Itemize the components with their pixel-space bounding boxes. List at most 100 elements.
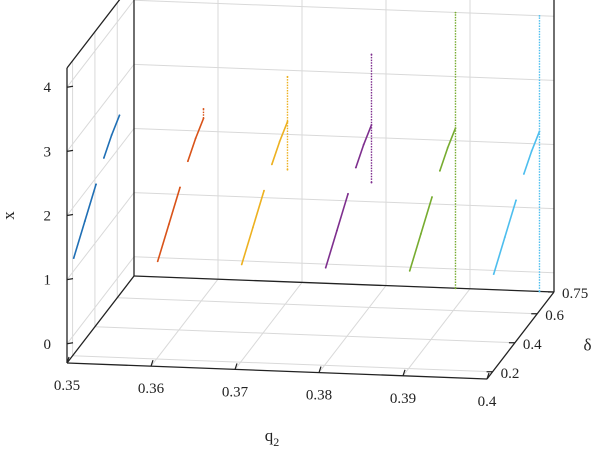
x-tick-mark (66, 356, 70, 364)
x-tick-label: 0.38 (306, 388, 332, 404)
series-group (156, 107, 205, 263)
grid-line-floor-y (72, 355, 493, 373)
data-point (202, 117, 205, 120)
grid-line-side-z (66, 192, 135, 280)
grid-line-back-z (133, 256, 555, 274)
series-group (240, 75, 289, 266)
series-segment (530, 130, 541, 152)
data-point (431, 196, 433, 198)
x-axis-title-base: q (265, 426, 274, 445)
x-tick-mark (402, 369, 406, 376)
data-point (522, 173, 525, 175)
data-point (179, 186, 181, 189)
data-point (110, 134, 113, 136)
grid-layer (66, 0, 555, 380)
x-tick-mark (486, 372, 490, 380)
x-tick-mark (234, 363, 238, 370)
data-point (454, 11, 457, 14)
x-tick-label: 0.35 (54, 378, 80, 394)
data-point (202, 107, 205, 110)
z-axis-title: x (0, 211, 18, 220)
series-group (492, 14, 541, 293)
axes-edge (66, 275, 135, 364)
series-segment (355, 144, 365, 168)
axes-edge (486, 291, 555, 380)
z-tick-mark (66, 149, 74, 152)
data-point (263, 189, 265, 192)
series-segment (84, 183, 97, 222)
data-point (194, 137, 197, 140)
y-axis-title: δ (583, 336, 591, 355)
x-tick-mark (150, 360, 154, 367)
data-point (354, 166, 357, 169)
z-tick-label: 1 (44, 273, 52, 289)
data-point (95, 183, 97, 186)
data-point (156, 260, 159, 263)
series-segment (168, 187, 181, 225)
grid-line-back-z (133, 0, 555, 17)
grid-line-side-z (66, 128, 135, 216)
axes-edge (133, 275, 555, 293)
z-tick-label: 2 (44, 209, 52, 225)
data-point (240, 263, 243, 266)
series-segment (446, 127, 457, 149)
series-segment (324, 230, 338, 268)
data-point (492, 273, 495, 276)
series-segment (103, 134, 113, 159)
data-point (503, 236, 506, 239)
data-layer (72, 11, 541, 293)
data-point (530, 150, 533, 152)
z-tick-label: 0 (44, 337, 52, 353)
x-tick-label: 0.4 (478, 394, 497, 410)
axes-box (66, 0, 555, 380)
data-point (538, 290, 541, 293)
data-point (515, 199, 517, 202)
data-point (286, 168, 289, 171)
series-group (72, 114, 121, 260)
series-segment (240, 227, 254, 265)
series-segment (362, 124, 373, 145)
x-axis-title-subscript: 2 (273, 435, 279, 449)
axes-edge (66, 362, 488, 380)
x-axis-title: q2 (265, 426, 280, 449)
z-tick-mark (66, 278, 74, 281)
data-point (118, 114, 121, 117)
series-segment (523, 150, 533, 175)
series-segment (408, 233, 422, 272)
y-tick-label: 0.2 (501, 366, 520, 382)
data-point (324, 266, 327, 269)
data-point (102, 157, 105, 159)
data-point (167, 223, 170, 226)
series-segment (72, 220, 86, 259)
series-segment (492, 236, 506, 275)
z-tick-mark (66, 85, 74, 88)
data-point (408, 270, 411, 272)
y-tick-label: 0.75 (562, 286, 588, 302)
z-tick-mark (66, 342, 74, 345)
x-tick-mark (318, 366, 322, 373)
series-group (324, 53, 373, 269)
grid-line-side-z (66, 64, 135, 152)
data-point (454, 127, 457, 129)
data-point (278, 140, 281, 143)
x-tick-label: 0.36 (138, 381, 165, 397)
data-point (370, 123, 373, 126)
series-segment (504, 199, 517, 238)
tick-layer: 0.35 0.36 0.37 0.38 0.39 0.40.20.40.60.750123… (44, 80, 589, 410)
series-segment (271, 141, 281, 165)
data-point (83, 220, 86, 223)
z-tick-label: 3 (44, 144, 52, 160)
data-point (186, 160, 189, 163)
grid-line-floor-x (318, 285, 387, 373)
grid-line-back-z (133, 192, 555, 210)
data-point (419, 233, 422, 235)
data-point (370, 181, 373, 184)
series-group (408, 11, 457, 290)
data-point (335, 229, 338, 232)
series-segment (439, 147, 449, 172)
data-point (270, 163, 273, 166)
data-point (438, 169, 441, 172)
grid-line-floor-x (234, 282, 303, 370)
series-segment (420, 196, 433, 235)
data-point (538, 130, 541, 133)
